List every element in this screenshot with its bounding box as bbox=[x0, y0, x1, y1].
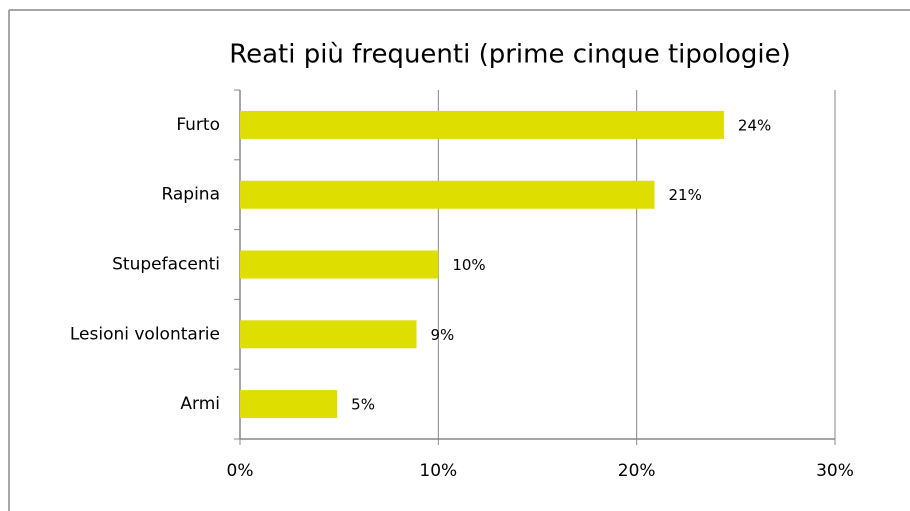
bar bbox=[240, 180, 655, 209]
y-tick-label: Armi bbox=[180, 394, 220, 414]
bar bbox=[240, 250, 439, 279]
data-label: 24% bbox=[738, 116, 771, 134]
y-tick-label: Stupefacenti bbox=[112, 255, 220, 275]
bar bbox=[240, 390, 338, 419]
y-tick-label: Furto bbox=[176, 115, 220, 135]
y-tick-label: Lesioni volontarie bbox=[70, 324, 220, 344]
data-label: 21% bbox=[669, 186, 702, 204]
chart-title: Reati più frequenti (prime cinque tipolo… bbox=[229, 40, 791, 70]
x-tick-label: 0% bbox=[227, 461, 254, 481]
data-label: 9% bbox=[431, 326, 455, 344]
x-tick-label: 10% bbox=[419, 461, 457, 481]
x-tick-label: 20% bbox=[618, 461, 656, 481]
bar bbox=[240, 110, 724, 139]
x-tick-label: 30% bbox=[816, 461, 854, 481]
data-label: 5% bbox=[351, 396, 375, 414]
y-tick-label: Rapina bbox=[161, 185, 220, 205]
data-label: 10% bbox=[452, 256, 485, 274]
bar bbox=[240, 320, 417, 349]
